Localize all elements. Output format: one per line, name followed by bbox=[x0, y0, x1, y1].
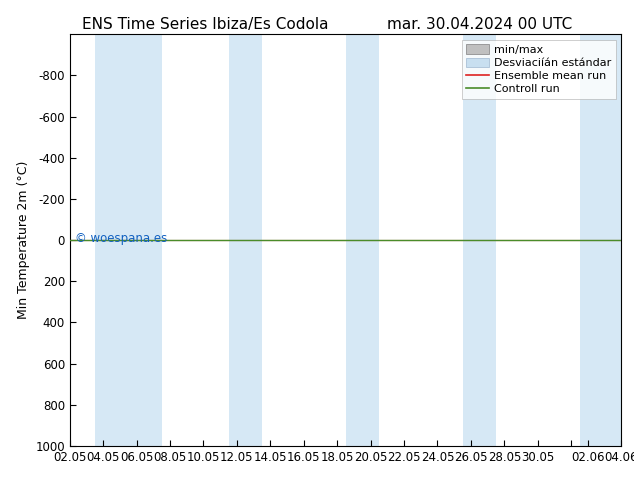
Text: ENS Time Series Ibiza/Es Codola: ENS Time Series Ibiza/Es Codola bbox=[82, 17, 329, 32]
Text: © woespana.es: © woespana.es bbox=[75, 232, 167, 245]
Legend: min/max, Desviaciíán estándar, Ensemble mean run, Controll run: min/max, Desviaciíán estándar, Ensemble … bbox=[462, 40, 616, 99]
Bar bbox=[95, 34, 128, 446]
Bar bbox=[579, 34, 621, 446]
Bar bbox=[128, 34, 162, 446]
Text: mar. 30.04.2024 00 UTC: mar. 30.04.2024 00 UTC bbox=[387, 17, 572, 32]
Bar bbox=[228, 34, 262, 446]
Bar bbox=[346, 34, 379, 446]
Bar bbox=[463, 34, 496, 446]
Y-axis label: Min Temperature 2m (°C): Min Temperature 2m (°C) bbox=[16, 161, 30, 319]
